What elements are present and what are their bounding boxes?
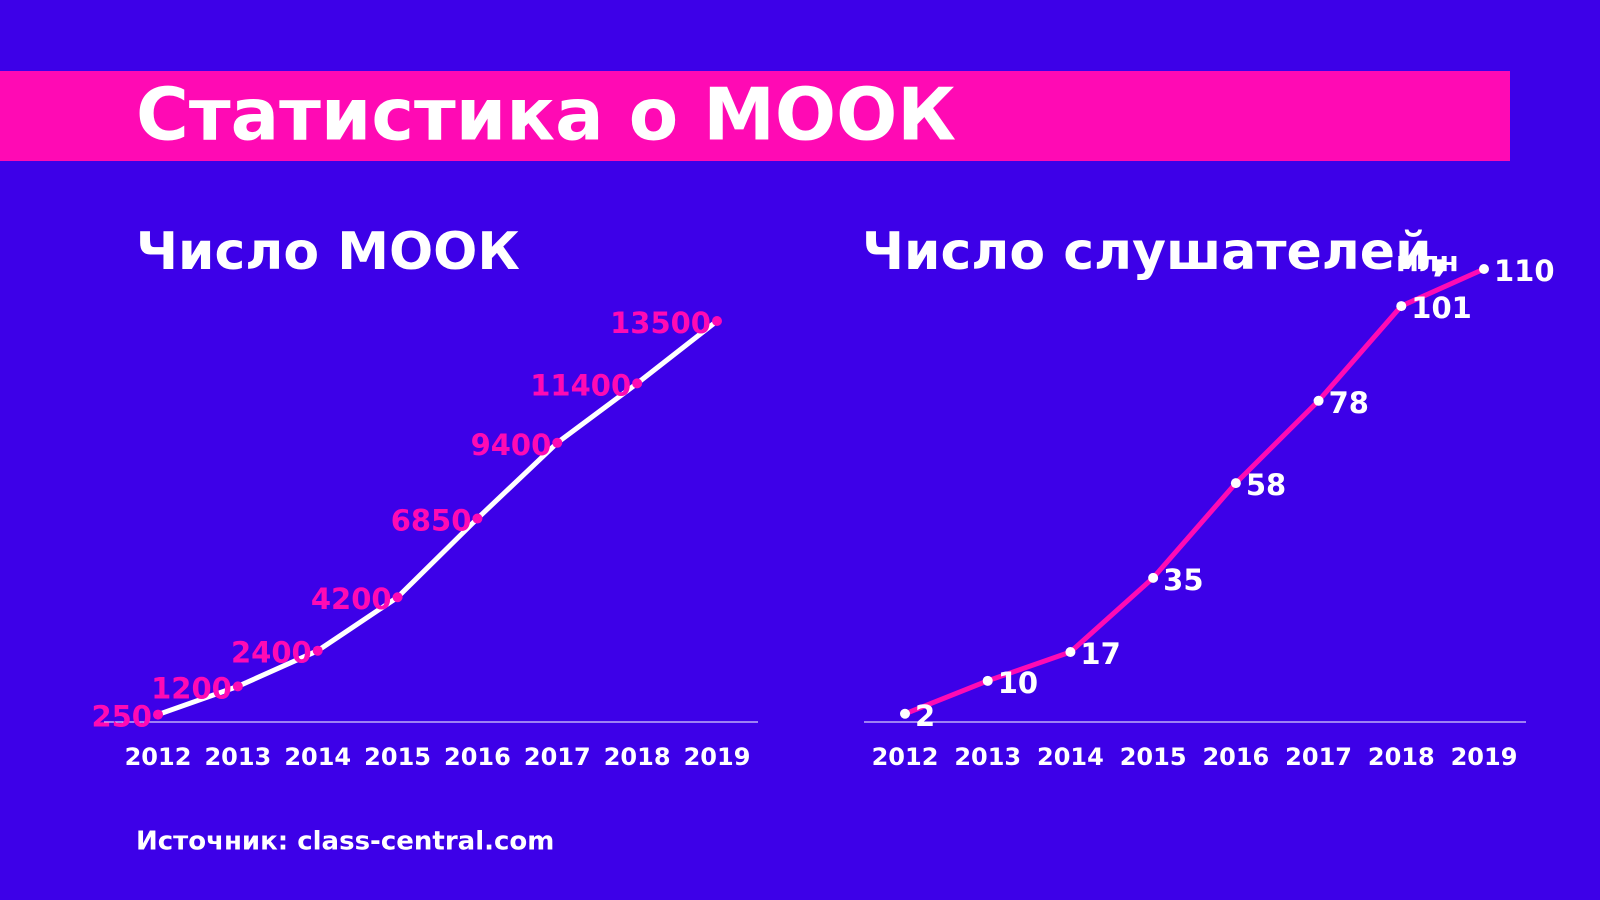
- x-tick-label: 2012: [872, 743, 939, 771]
- marker: [982, 675, 993, 686]
- x-tick-label: 2018: [604, 743, 671, 771]
- chart-subtitle: млн: [1396, 245, 1459, 278]
- marker: [232, 681, 243, 692]
- page-title: Статистика о МООК: [136, 73, 956, 157]
- source: Источник: class-central.com: [136, 827, 554, 857]
- line: [157, 319, 719, 717]
- x-tick-label: 2013: [204, 743, 271, 771]
- line: [904, 266, 1486, 717]
- data-label: 1200: [151, 671, 232, 705]
- marker: [392, 592, 403, 603]
- data-label: 2400: [231, 636, 312, 670]
- x-tick-label: 2016: [444, 743, 511, 771]
- x-tick-label: 2017: [1285, 743, 1352, 771]
- marker: [1396, 301, 1407, 312]
- data-label: 4200: [311, 582, 392, 616]
- chart-title: Число МООК: [136, 222, 520, 282]
- x-tick-label: 2019: [684, 743, 751, 771]
- data-label: 35: [1163, 563, 1203, 597]
- data-label: 101: [1411, 291, 1472, 325]
- x-tick-label: 2012: [125, 743, 192, 771]
- marker: [1148, 572, 1159, 583]
- data-label: 2: [915, 699, 935, 733]
- chart-title: Число слушателей,: [862, 222, 1451, 282]
- x-tick-label: 2018: [1368, 743, 1435, 771]
- marker: [153, 709, 163, 720]
- marker: [552, 437, 563, 448]
- x-tick-label: 2014: [284, 743, 351, 771]
- marker: [900, 708, 910, 719]
- data-label: 10: [998, 666, 1038, 700]
- x-tick-label: 2015: [364, 743, 431, 771]
- x-tick-label: 2014: [1037, 743, 1104, 771]
- data-label: 11400: [530, 368, 631, 402]
- marker: [712, 316, 722, 326]
- data-label: 78: [1329, 386, 1369, 420]
- data-label: 6850: [391, 504, 472, 538]
- marker: [312, 645, 323, 656]
- x-tick-label: 2017: [524, 743, 591, 771]
- title-bar: [0, 71, 1510, 161]
- data-label: 250: [91, 700, 152, 734]
- data-label: 17: [1080, 637, 1120, 671]
- data-label: 110: [1494, 254, 1555, 288]
- x-tick-label: 2015: [1120, 743, 1187, 771]
- marker: [472, 513, 483, 524]
- marker: [1313, 395, 1324, 406]
- x-tick-label: 2019: [1451, 743, 1518, 771]
- marker: [1230, 478, 1241, 489]
- data-label: 9400: [471, 428, 552, 462]
- marker: [1479, 264, 1489, 274]
- data-label: 13500: [610, 306, 711, 340]
- x-tick-label: 2016: [1202, 743, 1269, 771]
- x-tick-label: 2013: [954, 743, 1021, 771]
- marker: [632, 378, 643, 389]
- marker: [1065, 646, 1076, 657]
- data-label: 58: [1246, 468, 1286, 502]
